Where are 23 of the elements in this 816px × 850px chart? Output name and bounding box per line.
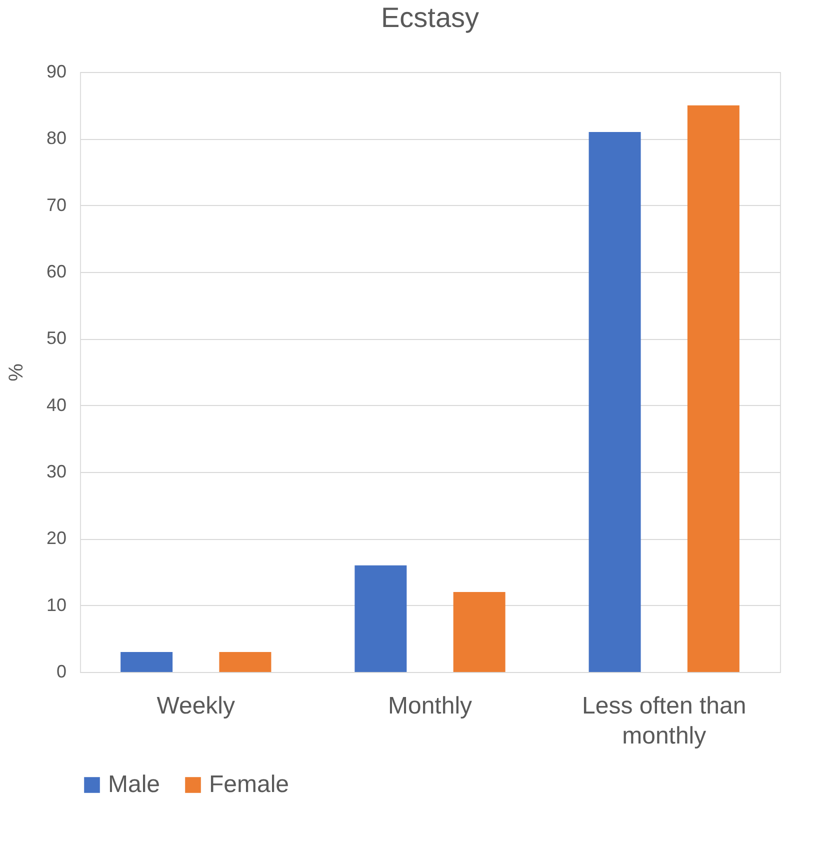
y-tick-label: 0	[56, 662, 66, 682]
y-tick-label: 80	[46, 128, 66, 148]
y-tick-label: 60	[46, 262, 66, 282]
y-tick-label: 50	[46, 328, 66, 348]
bar	[588, 132, 641, 672]
bar	[453, 592, 506, 672]
y-tick-label: 10	[46, 594, 66, 615]
x-tick-label: Less often than monthly	[582, 692, 746, 750]
x-tick-label: Weekly	[156, 692, 236, 720]
y-tick-label: 30	[46, 462, 66, 482]
x-tick-label: Monthly	[388, 692, 472, 720]
legend-label: Male	[108, 771, 160, 798]
y-axis-title: %	[5, 363, 28, 382]
bar	[120, 652, 173, 672]
y-tick-label: 70	[46, 194, 66, 215]
bar	[687, 105, 740, 672]
y-tick-label: 90	[46, 62, 66, 82]
bar	[219, 652, 272, 672]
chart-title: Ecstasy	[380, 2, 480, 33]
y-tick-label: 20	[46, 528, 66, 548]
legend-label: Female	[209, 771, 290, 798]
y-tick-label: 40	[46, 394, 66, 415]
bar	[354, 565, 407, 672]
